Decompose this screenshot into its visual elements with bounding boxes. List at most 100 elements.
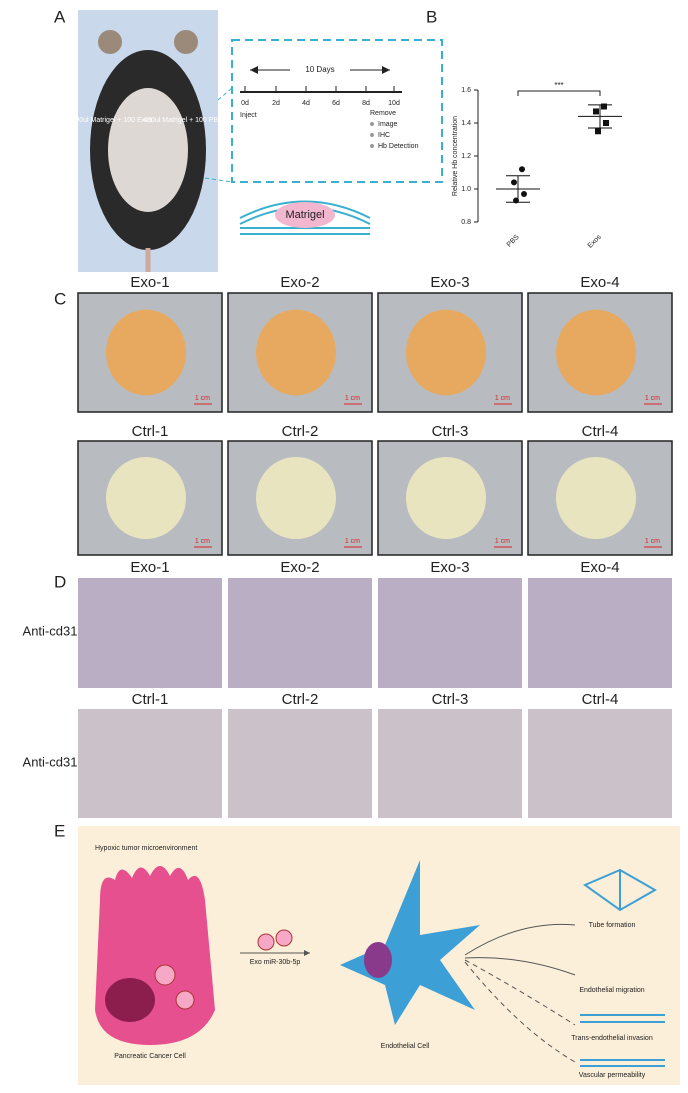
tile-title: Ctrl-1 xyxy=(132,691,169,708)
tile-title: Ctrl-4 xyxy=(582,691,619,708)
tile-title: Exo-3 xyxy=(430,274,469,291)
panel-label: C xyxy=(54,289,66,308)
panel-label: A xyxy=(54,7,66,26)
data-point xyxy=(519,166,525,173)
day-label: 8d xyxy=(362,100,370,107)
x-tick-label: PBS xyxy=(506,234,521,249)
tile-title: Ctrl-1 xyxy=(132,423,169,440)
tile-title: Exo-4 xyxy=(580,274,619,291)
data-point xyxy=(511,179,517,186)
gel-label: Matrigel xyxy=(285,209,324,221)
outcome-label: Trans-endothelial invasion xyxy=(571,1035,653,1042)
data-point xyxy=(603,120,609,126)
tile-title: Ctrl-3 xyxy=(432,423,469,440)
histology-image xyxy=(78,578,222,688)
panel-label: D xyxy=(54,572,66,591)
tile-title: Exo-1 xyxy=(130,559,169,576)
exosome xyxy=(154,964,176,986)
histology-image xyxy=(78,709,222,818)
specimen xyxy=(406,309,486,396)
y-tick-label: 1.2 xyxy=(461,153,471,160)
y-tick-label: 1.6 xyxy=(461,87,471,94)
histology-image xyxy=(228,709,372,818)
data-point xyxy=(595,128,601,135)
y-axis-label: Relative Hb concentration xyxy=(452,116,459,196)
injection-label: 400ul Matrigel + 100 PBS xyxy=(143,117,223,124)
day-label: 2d xyxy=(272,100,280,107)
day-label: 4d xyxy=(302,100,310,107)
panel-label: E xyxy=(54,821,65,840)
readout: Image xyxy=(378,121,398,128)
arrow-head xyxy=(250,66,258,74)
cell-label: Endothelial Cell xyxy=(381,1043,430,1050)
exosome xyxy=(275,929,293,947)
arrow xyxy=(464,923,576,976)
arrow-head xyxy=(304,950,310,956)
matrigel-plug xyxy=(275,202,335,228)
outcome-label: Tube formation xyxy=(589,922,636,929)
bullet xyxy=(370,144,374,148)
specimen xyxy=(106,456,186,540)
histology-image xyxy=(528,578,672,688)
readout: IHC xyxy=(378,132,390,139)
bullet xyxy=(370,133,374,137)
data-point xyxy=(593,108,599,115)
ear xyxy=(174,30,198,54)
arrow-head xyxy=(382,66,390,74)
x-tick-label: Exos xyxy=(587,233,603,249)
setting-label: Hypoxic tumor microenvironment xyxy=(95,845,197,852)
specimen xyxy=(256,309,336,396)
ear xyxy=(98,30,122,54)
outcome-label: Vascular permeability xyxy=(579,1072,646,1079)
tile-title: Exo-3 xyxy=(430,559,469,576)
scale-label: 1 cm xyxy=(645,538,660,545)
endothelial-cell xyxy=(340,860,480,1025)
data-point xyxy=(521,190,527,197)
nucleus xyxy=(105,978,155,1022)
specimen xyxy=(556,309,636,396)
timeline-start: Inject xyxy=(240,112,257,119)
timeline-end: Remove xyxy=(370,110,396,117)
bullet xyxy=(370,122,374,126)
tile-title: Exo-4 xyxy=(580,559,619,576)
cancer-cell xyxy=(95,866,215,1045)
scale-label: 1 cm xyxy=(345,538,360,545)
scale-label: 1 cm xyxy=(195,538,210,545)
nucleus xyxy=(364,942,392,978)
scale-label: 1 cm xyxy=(645,395,660,402)
specimen xyxy=(406,456,486,540)
significance-bracket xyxy=(517,90,601,96)
tile-title: Ctrl-2 xyxy=(282,423,319,440)
y-tick-label: 1.0 xyxy=(461,186,471,193)
day-label: 6d xyxy=(332,100,340,107)
tile-title: Exo-1 xyxy=(130,274,169,291)
cell-label: Pancreatic Cancer Cell xyxy=(114,1053,186,1060)
day-label: 10d xyxy=(388,100,400,107)
tube-network xyxy=(582,868,658,912)
zoom-box xyxy=(231,39,443,183)
data-point xyxy=(601,103,607,110)
y-tick-label: 1.4 xyxy=(461,120,471,127)
scale-label: 1 cm xyxy=(345,395,360,402)
y-tick-label: 0.8 xyxy=(461,219,471,226)
stain-label: Anti-cd31 xyxy=(23,623,78,638)
scale-label: 1 cm xyxy=(195,395,210,402)
readout: Hb Detection xyxy=(378,143,419,150)
histology-image xyxy=(228,578,372,688)
tile-title: Exo-2 xyxy=(280,559,319,576)
duration: 10 Days xyxy=(305,65,334,74)
specimen xyxy=(256,456,336,540)
zoom-line xyxy=(217,87,233,101)
tile-title: Ctrl-3 xyxy=(432,691,469,708)
histology-image xyxy=(528,709,672,818)
tile-title: Ctrl-4 xyxy=(582,423,619,440)
exosome xyxy=(257,933,275,951)
specimen xyxy=(106,309,186,396)
tile-title: Ctrl-2 xyxy=(282,691,319,708)
scale-label: 1 cm xyxy=(495,538,510,545)
stain-label: Anti-cd31 xyxy=(23,754,78,769)
outcome-label: Endothelial migration xyxy=(579,987,644,994)
day-label: 0d xyxy=(241,100,249,107)
significance: *** xyxy=(554,81,563,90)
